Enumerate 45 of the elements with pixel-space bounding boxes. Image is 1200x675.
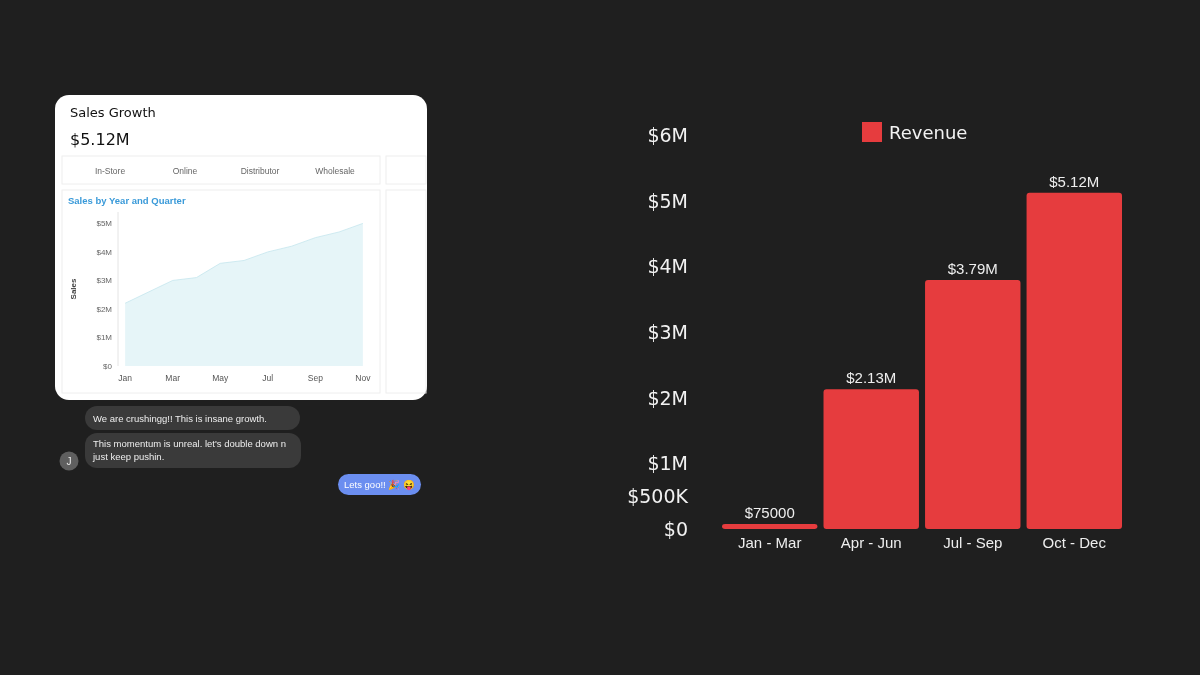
text: $3.79M: [947, 260, 998, 278]
y-tick-label: $500K: [627, 485, 689, 508]
text: In-Store: [94, 166, 126, 176]
y-tick-label: $2M: [96, 304, 113, 314]
y-tick-label: $1M: [96, 333, 113, 343]
text: Wholesale: [315, 166, 356, 176]
y-tick-label: $0: [663, 518, 688, 540]
y-tick-label: $5M: [647, 189, 688, 212]
y-tick-label: $0: [103, 362, 113, 371]
x-tick-label: Sep: [307, 373, 324, 383]
bar: [925, 280, 1021, 529]
y-tick-label: $4M: [96, 247, 113, 257]
chart-title: Sales by Year and Quarter: [68, 195, 186, 206]
legend-label: Revenue: [889, 122, 968, 143]
x-tick-label: Oct - Dec: [1042, 534, 1107, 551]
y-axis-title: Sales: [69, 278, 78, 300]
y-tick-label: $6M: [647, 124, 688, 146]
text: $2.13M: [846, 369, 897, 387]
bar: [823, 389, 919, 529]
text: $5.12M: [70, 130, 130, 149]
x-tick-label: Nov: [355, 373, 372, 383]
x-tick-label: Apr - Jun: [840, 534, 902, 551]
y-tick-label: $3M: [96, 276, 113, 286]
x-tick-label: Jan: [118, 373, 133, 383]
text: This momentum is unreal. let's double down n just keep pushin.: [92, 438, 286, 462]
text: Online: [172, 166, 198, 176]
x-tick-label: May: [212, 373, 229, 383]
y-tick-label: $2M: [647, 386, 688, 409]
text: J: [66, 456, 72, 467]
y-tick-label: $1M: [647, 452, 688, 475]
y-tick-label: $4M: [647, 255, 688, 278]
x-tick-label: Mar: [165, 373, 181, 383]
text: Lets goo!! 🎉 😝: [343, 479, 416, 491]
text: Distributor: [240, 166, 280, 176]
bar: [1026, 192, 1122, 529]
text: $5.12M: [1049, 172, 1100, 190]
bar: [722, 524, 818, 529]
y-tick-label: $5M: [96, 219, 113, 229]
text: Sales Growth: [70, 105, 156, 120]
x-tick-label: Jan - Mar: [738, 534, 802, 551]
y-tick-label: $3M: [647, 321, 688, 343]
text: We are crushingg!! This is insane growth.: [93, 412, 267, 424]
x-tick-label: Jul - Sep: [943, 534, 1003, 551]
x-tick-label: Jul: [262, 373, 274, 383]
text: $75000: [744, 504, 795, 522]
